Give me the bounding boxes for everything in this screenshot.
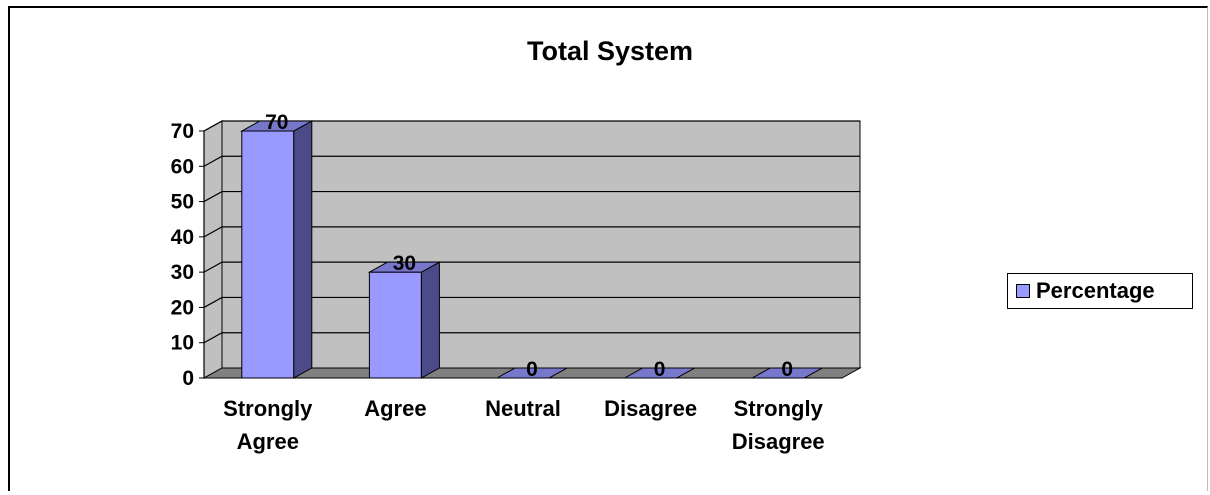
y-tick-label: 60 [171, 155, 194, 178]
data-label: 30 [393, 252, 416, 275]
gridline [203, 155, 860, 167]
y-tick-label: 40 [171, 226, 194, 249]
bar-top [239, 120, 314, 132]
gridline [203, 190, 860, 203]
y-tick-label: 50 [171, 191, 194, 214]
bar-top [495, 367, 569, 379]
data-label: 0 [526, 358, 538, 381]
x-tick-label: Neutral [485, 396, 561, 421]
y-tick-label: 20 [171, 296, 194, 319]
x-tick-label: Disagree [732, 429, 825, 454]
x-tick-label: Disagree [604, 396, 697, 421]
bar-side [420, 261, 440, 379]
bar-top [367, 261, 442, 273]
y-tick-label: 10 [171, 332, 194, 355]
gridline [203, 226, 860, 238]
y-tick-label: 0 [182, 367, 194, 390]
back-wall [221, 120, 861, 369]
gridline [203, 120, 860, 132]
gridline [203, 261, 860, 273]
x-tick-label: Agree [237, 429, 299, 454]
gridline [203, 332, 860, 344]
data-label: 0 [654, 358, 666, 381]
plot-area: 0 10 20 30 40 50 60 70 70 Strongly Agree 30 Agree 0 Ne… [171, 111, 862, 454]
data-label: 0 [781, 358, 793, 381]
bar-top [750, 367, 825, 379]
bar [368, 271, 422, 379]
x-tick-label: Strongly [734, 396, 824, 421]
bar-side [293, 120, 313, 379]
side-wall [203, 120, 223, 379]
gridline [203, 296, 860, 308]
legend: Percentage [1007, 273, 1193, 309]
bar [241, 130, 295, 379]
x-tick-label: Agree [364, 396, 426, 421]
legend-swatch [1016, 284, 1030, 298]
y-tick-label: 30 [171, 261, 194, 284]
bar-top [622, 367, 697, 379]
chart-title: Total System [527, 36, 693, 66]
x-tick-label: Strongly [223, 396, 313, 421]
data-label: 70 [265, 111, 288, 134]
y-tick-label: 70 [171, 120, 194, 143]
legend-label: Percentage [1036, 278, 1155, 303]
